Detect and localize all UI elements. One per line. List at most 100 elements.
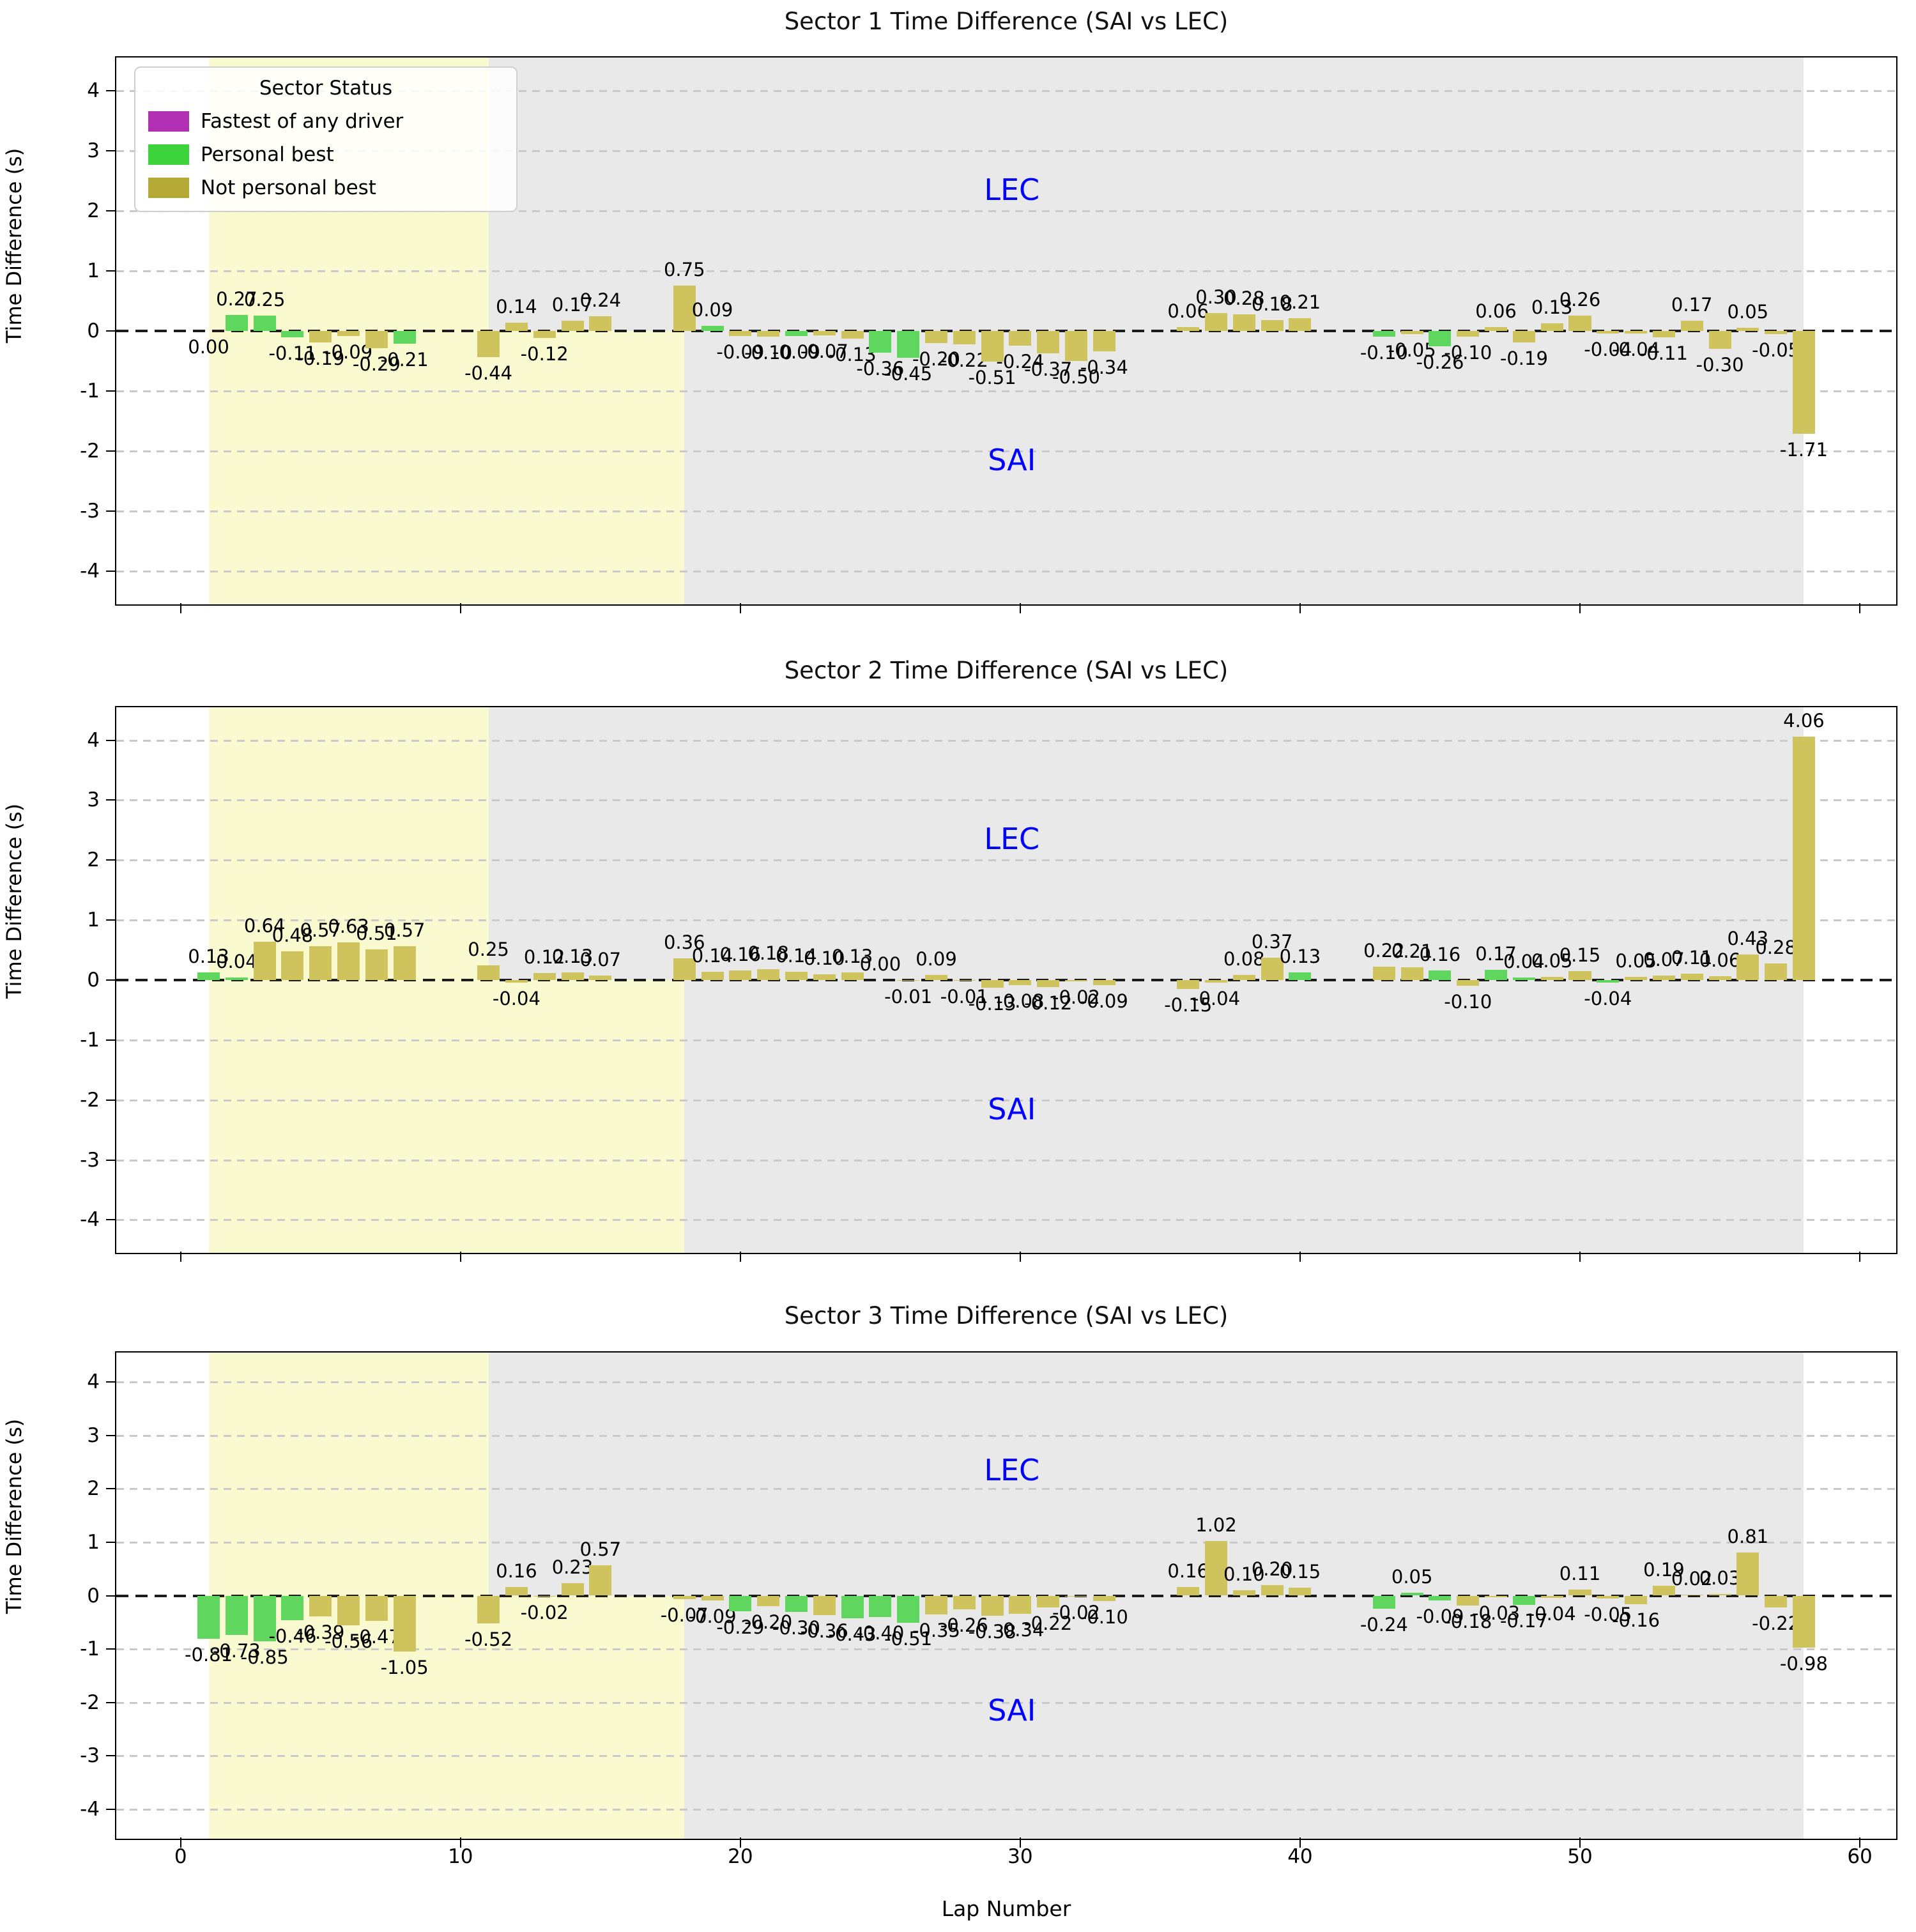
- gridline-y3: [116, 150, 1896, 152]
- bar-lap-7: [365, 1595, 388, 1621]
- x-tick-mark-30: [1019, 603, 1021, 613]
- bar-lap-25: [869, 331, 892, 353]
- gridline-y-2: [116, 450, 1896, 453]
- bar-label-lap-39: 0.20: [1251, 1558, 1293, 1580]
- bar-label-lap-2: 0.04: [216, 951, 257, 973]
- bar-label-lap-51: -0.04: [1584, 987, 1632, 1009]
- y-tick-mark-3: [106, 799, 115, 801]
- bar-lap-18: [673, 958, 696, 980]
- y-tick-label--3: -3: [80, 1744, 100, 1768]
- bar-label-lap-58: -1.71: [1779, 438, 1828, 461]
- bar-lap-50: [1568, 1590, 1591, 1596]
- bar-label-lap-53: -0.11: [1639, 342, 1688, 365]
- bar-label-lap-52: -0.16: [1612, 1609, 1660, 1631]
- bar-lap-46: [1457, 331, 1480, 337]
- legend-swatch-0: [148, 111, 189, 132]
- bar-label-lap-58: 4.06: [1783, 709, 1825, 732]
- bar-label-lap-14: 0.17: [551, 294, 594, 316]
- bar-lap-18: [673, 1595, 696, 1600]
- bar-lap-33: [1092, 980, 1115, 986]
- bar-lap-40: [1289, 318, 1312, 331]
- bar-label-lap-36: 0.06: [1167, 300, 1209, 323]
- bar-label-lap-1: -0.81: [185, 1644, 233, 1666]
- legend-swatch-2: [148, 178, 189, 198]
- bar-lap-12: [505, 1587, 528, 1596]
- y-tick-label-3: 3: [87, 788, 100, 812]
- band-lower-stint2: [684, 1595, 1804, 1839]
- y-tick-label-3: 3: [87, 139, 100, 162]
- bar-lap-11: [477, 331, 500, 358]
- bar-lap-6: [337, 942, 360, 980]
- bar-label-lap-20: 0.16: [719, 943, 762, 965]
- bar-lap-55: [1708, 331, 1731, 349]
- band-upper-stint2: [488, 57, 1804, 331]
- bar-label-lap-48: -0.17: [1499, 1609, 1548, 1632]
- bar-lap-25: [869, 1595, 892, 1617]
- bar-label-lap-33: -0.09: [1080, 990, 1128, 1013]
- bar-lap-23: [813, 1595, 836, 1615]
- gridline-y-4: [116, 571, 1896, 573]
- bar-lap-6: [337, 1595, 360, 1626]
- x-tick-label-60: 60: [1847, 1845, 1873, 1868]
- bar-label-lap-24: -0.43: [828, 1623, 877, 1646]
- y-tick-label-2: 2: [87, 848, 100, 872]
- bar-lap-22: [785, 971, 808, 980]
- bar-lap-19: [701, 1595, 724, 1601]
- legend-item-label-1: Personal best: [201, 143, 334, 166]
- bar-label-lap-28: -0.26: [940, 1614, 988, 1637]
- x-tick-mark-60: [1859, 1252, 1861, 1262]
- bar-label-lap-36: 0.16: [1167, 1560, 1209, 1583]
- bar-lap-32: [1064, 1595, 1088, 1597]
- bar-label-lap-14: 0.23: [551, 1556, 594, 1579]
- bar-lap-33: [1092, 1595, 1115, 1601]
- y-tick-mark--4: [106, 571, 115, 572]
- bar-label-lap-19: 0.09: [691, 298, 733, 321]
- bar-label-lap-32: -0.50: [1052, 366, 1101, 388]
- bar-lap-5: [309, 331, 332, 342]
- bar-label-lap-3: -0.85: [240, 1646, 289, 1668]
- y-tick-label-2: 2: [87, 199, 100, 222]
- bar-label-lap-30: -0.34: [996, 1618, 1045, 1641]
- bar-lap-5: [309, 1595, 332, 1617]
- y-tick-label-4: 4: [87, 79, 100, 102]
- bar-label-lap-46: -0.18: [1444, 1610, 1492, 1632]
- bar-label-lap-56: 0.81: [1727, 1525, 1769, 1547]
- bar-label-lap-23: -0.36: [800, 1620, 848, 1642]
- y-tick-label--4: -4: [80, 1798, 100, 1821]
- x-tick-mark-60: [1859, 1837, 1861, 1848]
- bar-lap-53: [1652, 1585, 1675, 1596]
- bar-label-lap-46: -0.10: [1444, 991, 1492, 1013]
- bar-lap-47: [1485, 327, 1508, 331]
- bar-lap-13: [533, 331, 556, 339]
- y-tick-mark-4: [106, 89, 115, 91]
- bar-lap-6: [337, 331, 360, 337]
- bar-lap-7: [365, 331, 388, 349]
- bar-label-lap-47: 0.06: [1475, 300, 1517, 323]
- bar-label-lap-27: 0.09: [916, 947, 957, 970]
- x-tick-label-20: 20: [728, 1845, 753, 1868]
- bar-lap-19: [701, 325, 724, 331]
- y-tick-mark-3: [106, 150, 115, 151]
- bar-label-lap-1: 0.13: [188, 945, 229, 967]
- bar-label-lap-45: -0.09: [1416, 1606, 1464, 1628]
- bar-lap-43: [1372, 331, 1395, 337]
- bar-label-lap-43: -0.10: [1360, 342, 1408, 364]
- bar-lap-22: [785, 1595, 808, 1612]
- bar-label-lap-55: -0.30: [1696, 354, 1744, 376]
- bar-lap-21: [757, 969, 780, 980]
- bar-label-lap-47: -0.03: [1472, 1602, 1521, 1624]
- y-tick-label--1: -1: [80, 1028, 100, 1052]
- bar-lap-23: [813, 974, 836, 980]
- bar-label-lap-48: -0.19: [1499, 347, 1548, 369]
- x-tick-mark-50: [1579, 1252, 1581, 1262]
- bar-label-lap-57: 0.28: [1755, 936, 1797, 958]
- bar-label-lap-55: 0.03: [1699, 1567, 1741, 1589]
- bar-label-lap-38: 0.10: [1223, 1563, 1265, 1586]
- sector3-ylabel: Time Difference (s): [2, 1418, 26, 1614]
- y-tick-label-1: 1: [87, 1530, 100, 1554]
- bar-label-lap-18: 0.36: [663, 931, 705, 954]
- bar-label-lap-57: -0.05: [1752, 339, 1800, 361]
- y-tick-mark--2: [106, 1701, 115, 1703]
- zero-line: [116, 330, 1896, 332]
- bar-label-lap-4: -0.46: [268, 1625, 317, 1647]
